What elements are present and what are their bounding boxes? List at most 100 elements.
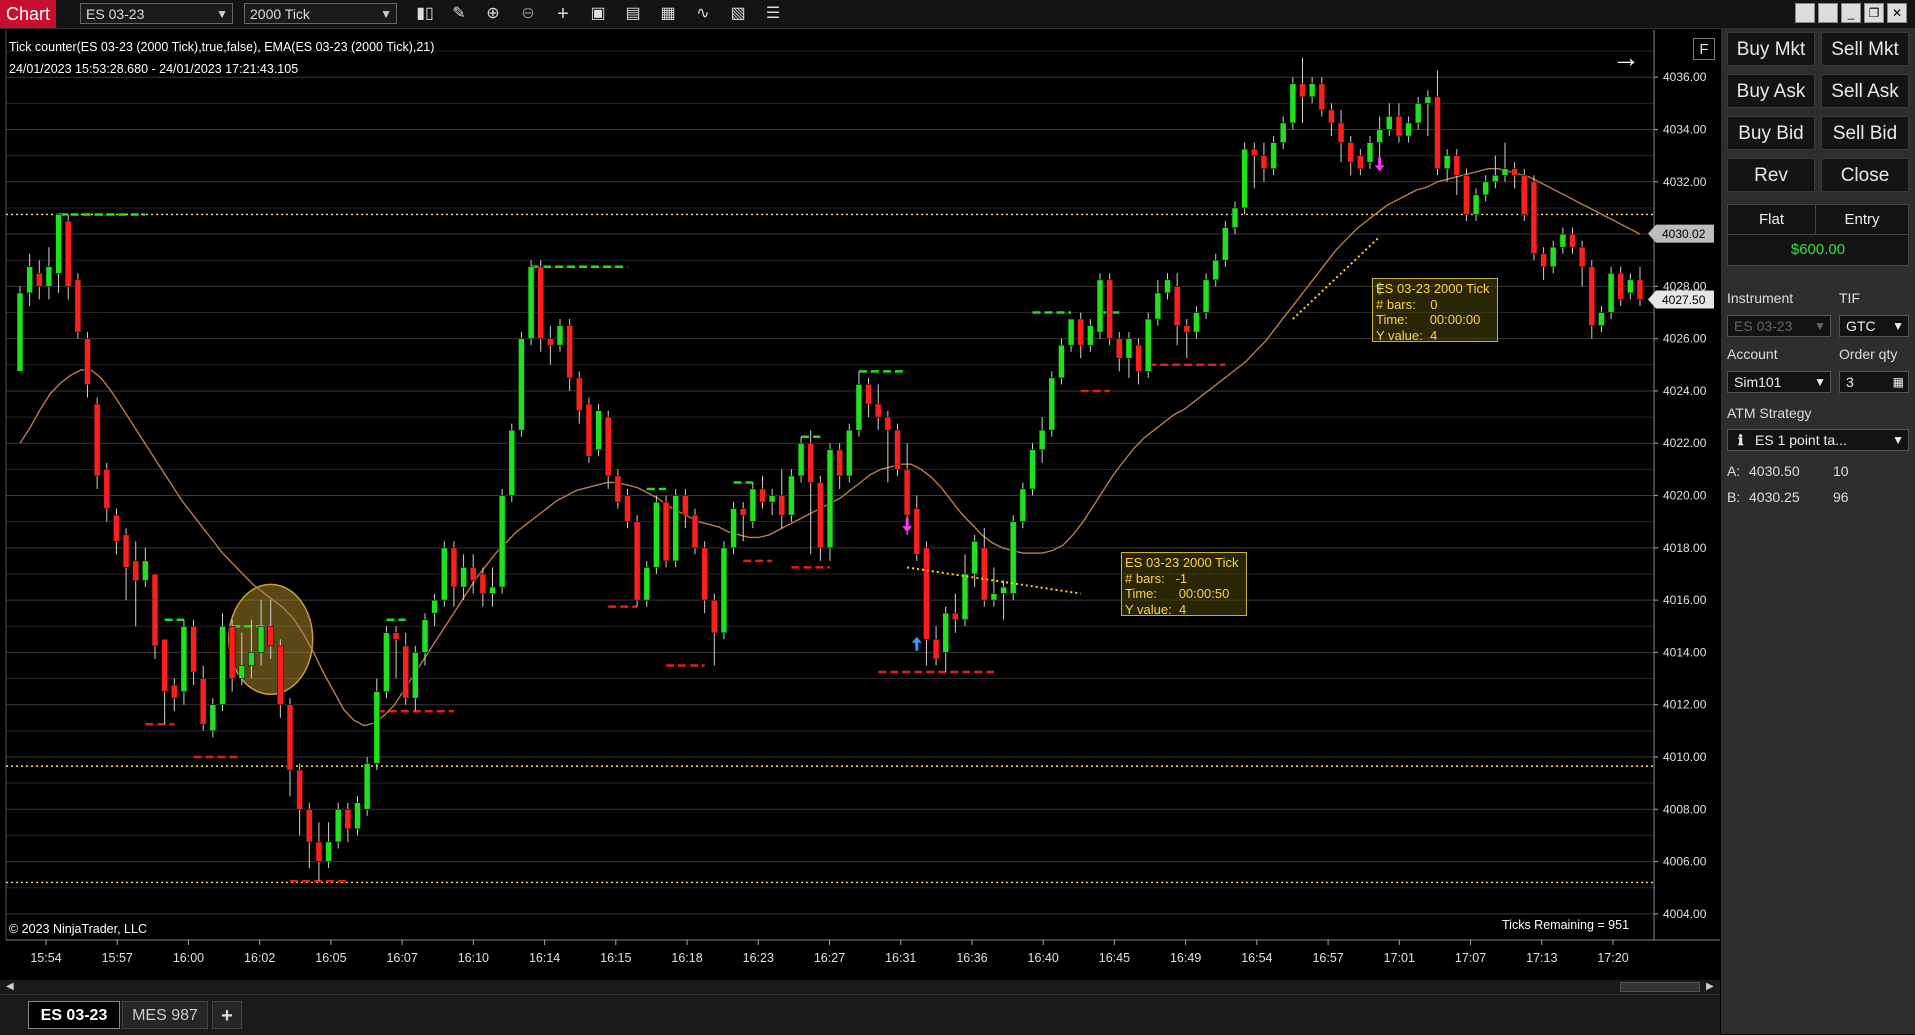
candle-body	[1395, 116, 1403, 137]
candle	[1482, 175, 1490, 202]
window-tile-icon[interactable]	[1795, 3, 1815, 23]
period-selector[interactable]: 2000 Tick ▼	[244, 3, 397, 24]
candle	[1260, 142, 1268, 182]
sell-ask-button[interactable]: Sell Ask	[1821, 74, 1909, 108]
bid-label: B:	[1727, 489, 1741, 505]
account-select[interactable]: Sim101 ▼	[1727, 371, 1831, 393]
buy-market-button[interactable]: Buy Mkt	[1727, 32, 1815, 66]
minimize-icon[interactable]: _	[1841, 3, 1861, 23]
y-tick-label: 4004.00	[1663, 907, 1707, 921]
candle-body	[122, 534, 130, 568]
title-bar: Chart ES 03-23 ▼ 2000 Tick ▼ ▮▯ ✎ ⊕ ⊖ + ▣ …	[0, 0, 1915, 29]
f-button[interactable]: F	[1693, 38, 1715, 60]
candle	[412, 645, 419, 712]
y-tick-label: 4012.00	[1663, 698, 1707, 712]
candle	[691, 508, 699, 555]
horizontal-scrollbar[interactable]: ◀ ▶	[0, 980, 1720, 994]
tif-select[interactable]: GTC ▼	[1839, 315, 1909, 337]
order-qty-input[interactable]: 3 ▦	[1839, 371, 1909, 393]
info-box-y: 4	[1178, 601, 1187, 617]
window-stack-icon[interactable]	[1818, 3, 1838, 23]
info-icon[interactable]: ℹ	[1738, 432, 1744, 448]
sell-bid-button[interactable]: Sell Bid	[1821, 116, 1909, 150]
instrument-field[interactable]: ES 03-23 ▼	[1727, 315, 1831, 337]
candle-body	[1067, 318, 1075, 346]
templates-icon[interactable]: ▤	[625, 5, 641, 22]
candle	[855, 371, 863, 437]
measure-lines	[906, 235, 1381, 595]
info-box-bars-label: # bars:	[1125, 570, 1165, 586]
candle	[1144, 312, 1152, 378]
restore-icon[interactable]: ❐	[1864, 3, 1884, 23]
candle-body	[836, 449, 843, 477]
buy-ask-button[interactable]: Buy Ask	[1727, 74, 1815, 108]
data-box-icon[interactable]: ▣	[590, 5, 606, 22]
candle-body	[797, 442, 805, 477]
y-tick-label: 4036.00	[1663, 70, 1707, 84]
candle	[759, 475, 766, 509]
close-position-button[interactable]: Close	[1821, 158, 1909, 192]
candle-body	[932, 639, 940, 660]
candle	[1501, 142, 1509, 182]
x-tick-label: 17:07	[1455, 951, 1486, 965]
candle-body	[1482, 181, 1490, 196]
bar-type-icon[interactable]: ▮▯	[416, 5, 434, 22]
scroll-right-icon[interactable]: ▶	[1706, 981, 1714, 992]
candle-body	[257, 625, 265, 653]
arrow-right-icon[interactable]: →	[1612, 42, 1640, 73]
atm-strategy-select[interactable]: ℹ ES 1 point ta... ▼	[1727, 429, 1909, 451]
candle-body	[1125, 338, 1133, 359]
candle	[547, 325, 554, 365]
x-tick-label: 16:10	[458, 951, 489, 965]
drawing-tools-icon[interactable]: ✎	[452, 5, 466, 22]
candle	[383, 626, 390, 699]
chart-panel[interactable]: 4004.00 4006.00 4008.00 4010.00 4012.00 4014.…	[0, 30, 1720, 978]
close-icon[interactable]: ✕	[1887, 3, 1907, 23]
candle-body	[1135, 344, 1142, 372]
candle-body	[1434, 96, 1441, 170]
candle-body	[325, 841, 332, 862]
bid-size: 96	[1833, 489, 1849, 505]
candle	[257, 600, 265, 666]
candle-body	[518, 338, 525, 431]
tif-value: GTC	[1846, 318, 1876, 334]
candle-body	[547, 338, 554, 346]
arrow-down-icon	[902, 518, 913, 533]
candle	[1559, 227, 1567, 254]
candle-body	[1212, 259, 1220, 281]
candle	[1000, 580, 1007, 620]
indicators-icon[interactable]: ▦	[660, 5, 676, 22]
instrument-selector[interactable]: ES 03-23 ▼	[80, 3, 233, 24]
buy-bid-button[interactable]: Buy Bid	[1727, 116, 1815, 150]
candle-body	[277, 645, 284, 705]
candle-body	[894, 429, 901, 470]
reverse-button[interactable]: Rev	[1727, 158, 1815, 192]
candle	[1029, 443, 1036, 496]
calculator-icon[interactable]: ▦	[1892, 375, 1904, 389]
sell-market-button[interactable]: Sell Mkt	[1821, 32, 1909, 66]
candle-body	[1607, 273, 1615, 313]
candle	[971, 534, 978, 588]
price-chart[interactable]: 4004.00 4006.00 4008.00 4010.00 4012.00 4014.…	[0, 30, 1720, 978]
candle	[74, 273, 82, 339]
candle-body	[1414, 103, 1422, 124]
instrument-field-value: ES 03-23	[1734, 318, 1793, 334]
properties-icon[interactable]: ▧	[730, 5, 746, 22]
chart-trader-icon[interactable]: ☰	[765, 5, 781, 22]
candle	[768, 489, 776, 516]
candle-body	[1115, 338, 1123, 359]
zoom-in-icon[interactable]: ⊕	[486, 5, 500, 22]
tab-mes-987[interactable]: MES 987	[122, 1001, 208, 1029]
candle	[662, 495, 670, 568]
measure-line	[906, 566, 1081, 595]
scroll-thumb[interactable]	[1620, 982, 1700, 992]
candle-body	[508, 429, 516, 496]
strategies-icon[interactable]: ∿	[696, 5, 710, 22]
add-tab-button[interactable]: +	[212, 1001, 242, 1029]
zoom-out-icon[interactable]: ⊖	[521, 5, 535, 22]
tab-es-03-23[interactable]: ES 03-23	[28, 1001, 120, 1029]
candle-body	[296, 769, 303, 810]
scroll-left-icon[interactable]: ◀	[6, 981, 14, 992]
crosshair-icon[interactable]: +	[557, 3, 569, 25]
candle	[1183, 319, 1191, 359]
